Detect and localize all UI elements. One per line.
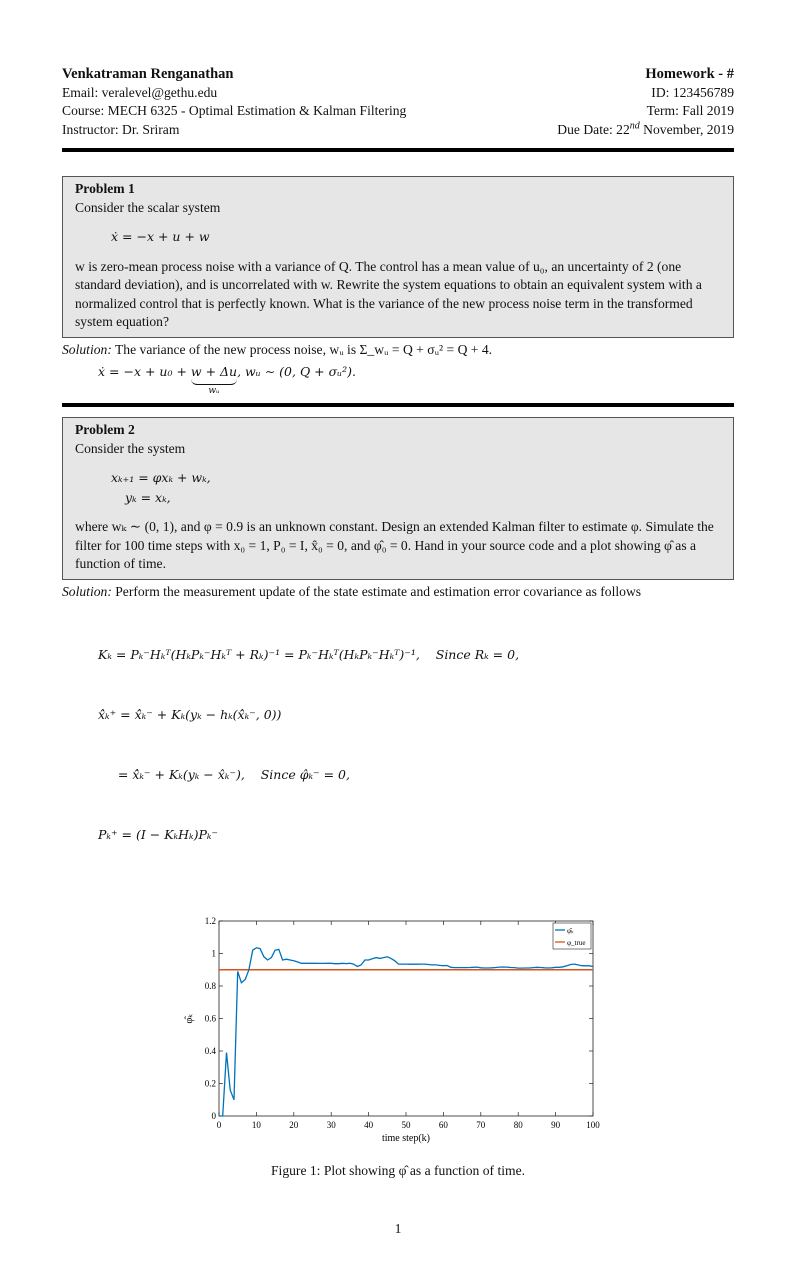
x-tick-label: 60 (439, 1120, 449, 1130)
y-axis-label: φ̂ₖ (184, 1013, 195, 1023)
x-tick-label: 40 (364, 1120, 374, 1130)
problem-1-solution: Solution: The variance of the new proces… (62, 341, 493, 397)
student-id: ID: 123456789 (651, 84, 734, 100)
y-tick-label: 1 (212, 949, 217, 959)
page-number: 1 (394, 1221, 402, 1236)
y-tick-label: 0.2 (205, 1079, 216, 1089)
problem-1-text: w is zero-mean process noise with a vari… (75, 258, 702, 330)
legend-label-phi-true: φ_true (567, 939, 585, 947)
x-tick-label: 30 (327, 1120, 337, 1130)
y-tick-label: 0.8 (205, 981, 217, 991)
problem-2-intro: Consider the system (75, 440, 186, 456)
problem-2-eq2: yₖ = xₖ, (125, 490, 171, 505)
section-rule (62, 403, 734, 407)
plot-area (218, 920, 594, 1117)
content-column: Venkatraman Renganathan Email: veralevel… (62, 0, 734, 1277)
header-right: Homework - # ID: 123456789 Term: Fall 20… (557, 65, 734, 139)
chart-container: 0 10 20 30 40 50 60 70 80 90 100 0 0.2 0.4 0.6 0.8 1 1.2 t… (180, 907, 610, 1147)
x-tick-label: 100 (586, 1120, 600, 1130)
term: Term: Fall 2019 (646, 103, 734, 118)
problem-2-eq1: xₖ₊₁ = φxₖ + wₖ, (111, 470, 211, 485)
legend (552, 922, 592, 950)
author-name: Venkatraman Renganathan (62, 66, 234, 82)
problem-1-box: Problem 1 Consider the scalar system ẋ =… (62, 176, 734, 338)
y-tick-label: 0.4 (205, 1046, 217, 1056)
legend-label-phi-hat: φ̂ₖ (567, 927, 574, 935)
equation-covariance: Pₖ⁺ = (I − KₖHₖ)Pₖ⁻ (98, 827, 219, 842)
x-tick-label: 20 (289, 1120, 299, 1130)
series-line-phi-hat (219, 947, 594, 1117)
course: Course: MECH 6325 - Optimal Estimation &… (62, 103, 407, 118)
problem-1-title: Problem 1 (75, 181, 135, 196)
y-tick-label: 0.6 (205, 1014, 217, 1024)
equation-state-update: x̂̂ₖ⁺ = x̂̂ₖ⁻ + Kₖ(yₖ − hₖ(x̂̂ₖ⁻, 0)) (98, 707, 282, 722)
homework-title: Homework - # (645, 66, 734, 82)
problem-1-intro: Consider the scalar system (75, 199, 221, 215)
figure-caption: Figure 1: Plot showing φ̂ as a function … (270, 1163, 526, 1178)
x-tick-label: 90 (551, 1120, 561, 1130)
y-tick-label: 1.2 (205, 916, 216, 926)
x-axis-label: time step(k) (382, 1133, 430, 1144)
problem-2-box: Problem 2 Consider the system xₖ₊₁ = φxₖ… (62, 417, 734, 580)
problem-2-solution: Solution: Perform the measurement update… (62, 583, 734, 886)
x-tick-label: 0 (217, 1120, 222, 1130)
x-tick-label: 80 (514, 1120, 524, 1130)
header: Venkatraman Renganathan Email: veralevel… (62, 65, 734, 139)
header-left: Venkatraman Renganathan Email: veralevel… (62, 65, 406, 139)
email: Email: veralevel@gethu.edu (62, 84, 218, 100)
equation-gain: Kₖ = Pₖ⁻Hₖᵀ(HₖPₖ⁻Hₖᵀ + Rₖ)⁻¹ = Pₖ⁻Hₖᵀ(Hₖ… (98, 647, 520, 662)
x-tick-label: 70 (476, 1120, 486, 1130)
due-date: Due Date: 22nd November, 2019 (557, 119, 734, 137)
x-tick-label: 50 (402, 1120, 412, 1130)
phi-estimate-chart: 0 10 20 30 40 50 60 70 80 90 100 0 0.2 0.4 0.6 0.8 1 1.2 t… (184, 916, 600, 1144)
y-tick-label: 0 (212, 1111, 217, 1121)
equation-state-update-2: = x̂̂ₖ⁻ + Kₖ(yₖ − x̂ₖ⁻), Since φ̂ₖ⁻ = 0, (98, 767, 350, 782)
problem-2-title: Problem 2 (75, 422, 135, 437)
header-rule (62, 148, 734, 152)
instructor: Instructor: Dr. Sriram (62, 121, 180, 137)
x-tick-label: 10 (252, 1120, 262, 1130)
problem-1-equation: ẋ = −x + u + w (111, 229, 210, 244)
problem-2-text: where wₖ ∼ (0, 1), and φ = 0.9 is an unk… (75, 519, 714, 571)
